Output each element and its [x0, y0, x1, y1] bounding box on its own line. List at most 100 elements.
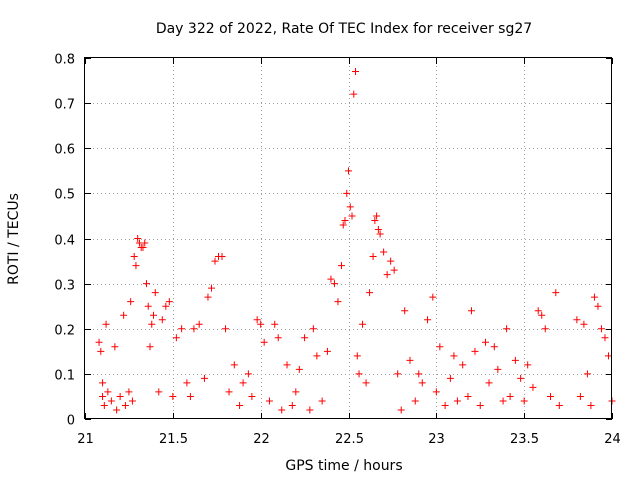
data-point	[459, 361, 467, 369]
data-point	[583, 370, 591, 378]
data-point	[506, 392, 514, 400]
data-point	[359, 320, 367, 328]
data-point	[211, 257, 219, 265]
data-point	[309, 325, 317, 333]
data-point	[148, 320, 156, 328]
data-point	[346, 203, 354, 211]
x-tick-label: 24	[604, 432, 621, 447]
data-point	[146, 343, 154, 351]
data-point	[113, 406, 121, 414]
data-point	[343, 189, 351, 197]
data-point	[482, 338, 490, 346]
data-point	[538, 311, 546, 319]
data-point	[337, 262, 345, 270]
data-point	[334, 298, 342, 306]
data-point	[127, 298, 135, 306]
data-point	[464, 392, 472, 400]
data-point	[366, 289, 374, 297]
data-point	[453, 397, 461, 405]
y-tick-label: 0.6	[54, 143, 75, 158]
axis-ticks	[85, 58, 613, 420]
data-point	[306, 406, 314, 414]
data-point	[200, 374, 208, 382]
data-point	[503, 325, 511, 333]
data-point	[183, 379, 191, 387]
data-point	[415, 370, 423, 378]
data-point	[424, 316, 432, 324]
data-point	[341, 216, 349, 224]
data-point	[230, 361, 238, 369]
data-point	[350, 90, 358, 98]
data-point	[144, 302, 152, 310]
data-point	[271, 320, 279, 328]
data-point	[132, 262, 140, 270]
x-axis-label: GPS time / hours	[285, 458, 402, 474]
data-point	[587, 401, 595, 409]
data-point	[490, 343, 498, 351]
data-point	[111, 343, 119, 351]
data-point	[104, 388, 112, 396]
data-point	[362, 379, 370, 387]
data-point	[476, 401, 484, 409]
data-point	[517, 374, 525, 382]
data-point	[139, 244, 147, 252]
data-point	[520, 397, 528, 405]
data-point	[401, 307, 409, 315]
data-point	[169, 392, 177, 400]
data-point	[529, 383, 537, 391]
data-point	[352, 68, 360, 76]
data-point	[134, 235, 142, 242]
data-point	[429, 293, 437, 301]
data-point	[397, 406, 405, 414]
data-point	[99, 392, 107, 400]
chart-title: Day 322 of 2022, Rate Of TEC Index for r…	[156, 21, 532, 37]
data-point	[330, 280, 338, 288]
data-point	[100, 401, 108, 409]
data-point	[418, 379, 426, 387]
data-point	[165, 298, 173, 306]
data-point	[292, 388, 300, 396]
x-tick-label: 23	[428, 432, 445, 447]
data-point	[288, 401, 296, 409]
x-tick-label: 23.5	[510, 432, 539, 447]
x-tick-label: 22.5	[335, 432, 364, 447]
data-point	[218, 253, 226, 261]
data-point	[158, 316, 166, 324]
data-point	[376, 230, 384, 238]
data-point	[576, 392, 584, 400]
data-point	[102, 320, 110, 328]
data-point	[274, 334, 282, 342]
plot-frame	[84, 57, 612, 419]
data-point	[485, 379, 493, 387]
data-point	[450, 352, 458, 360]
data-point	[590, 293, 598, 301]
data-points	[95, 68, 616, 414]
data-point	[494, 365, 502, 373]
data-point	[186, 392, 194, 400]
data-point	[547, 392, 555, 400]
data-point	[204, 293, 212, 301]
data-point	[244, 370, 252, 378]
data-point	[406, 356, 414, 364]
data-point	[141, 239, 149, 247]
data-point	[499, 397, 507, 405]
data-point	[604, 352, 612, 360]
data-point	[436, 343, 444, 351]
data-point	[467, 307, 475, 315]
data-point	[97, 347, 105, 355]
data-point	[239, 379, 247, 387]
data-point	[260, 338, 268, 346]
data-point	[380, 248, 388, 256]
data-point	[411, 397, 419, 405]
data-point	[355, 370, 363, 378]
data-point	[128, 397, 136, 405]
x-tick-labels: 21 21.5 22 22.5 23 23.5 24	[77, 432, 621, 447]
data-point	[601, 334, 609, 342]
data-point	[353, 352, 361, 360]
data-point	[371, 216, 379, 224]
data-point	[121, 401, 129, 409]
data-point	[541, 325, 549, 333]
data-point	[120, 311, 128, 319]
data-point	[278, 406, 286, 414]
